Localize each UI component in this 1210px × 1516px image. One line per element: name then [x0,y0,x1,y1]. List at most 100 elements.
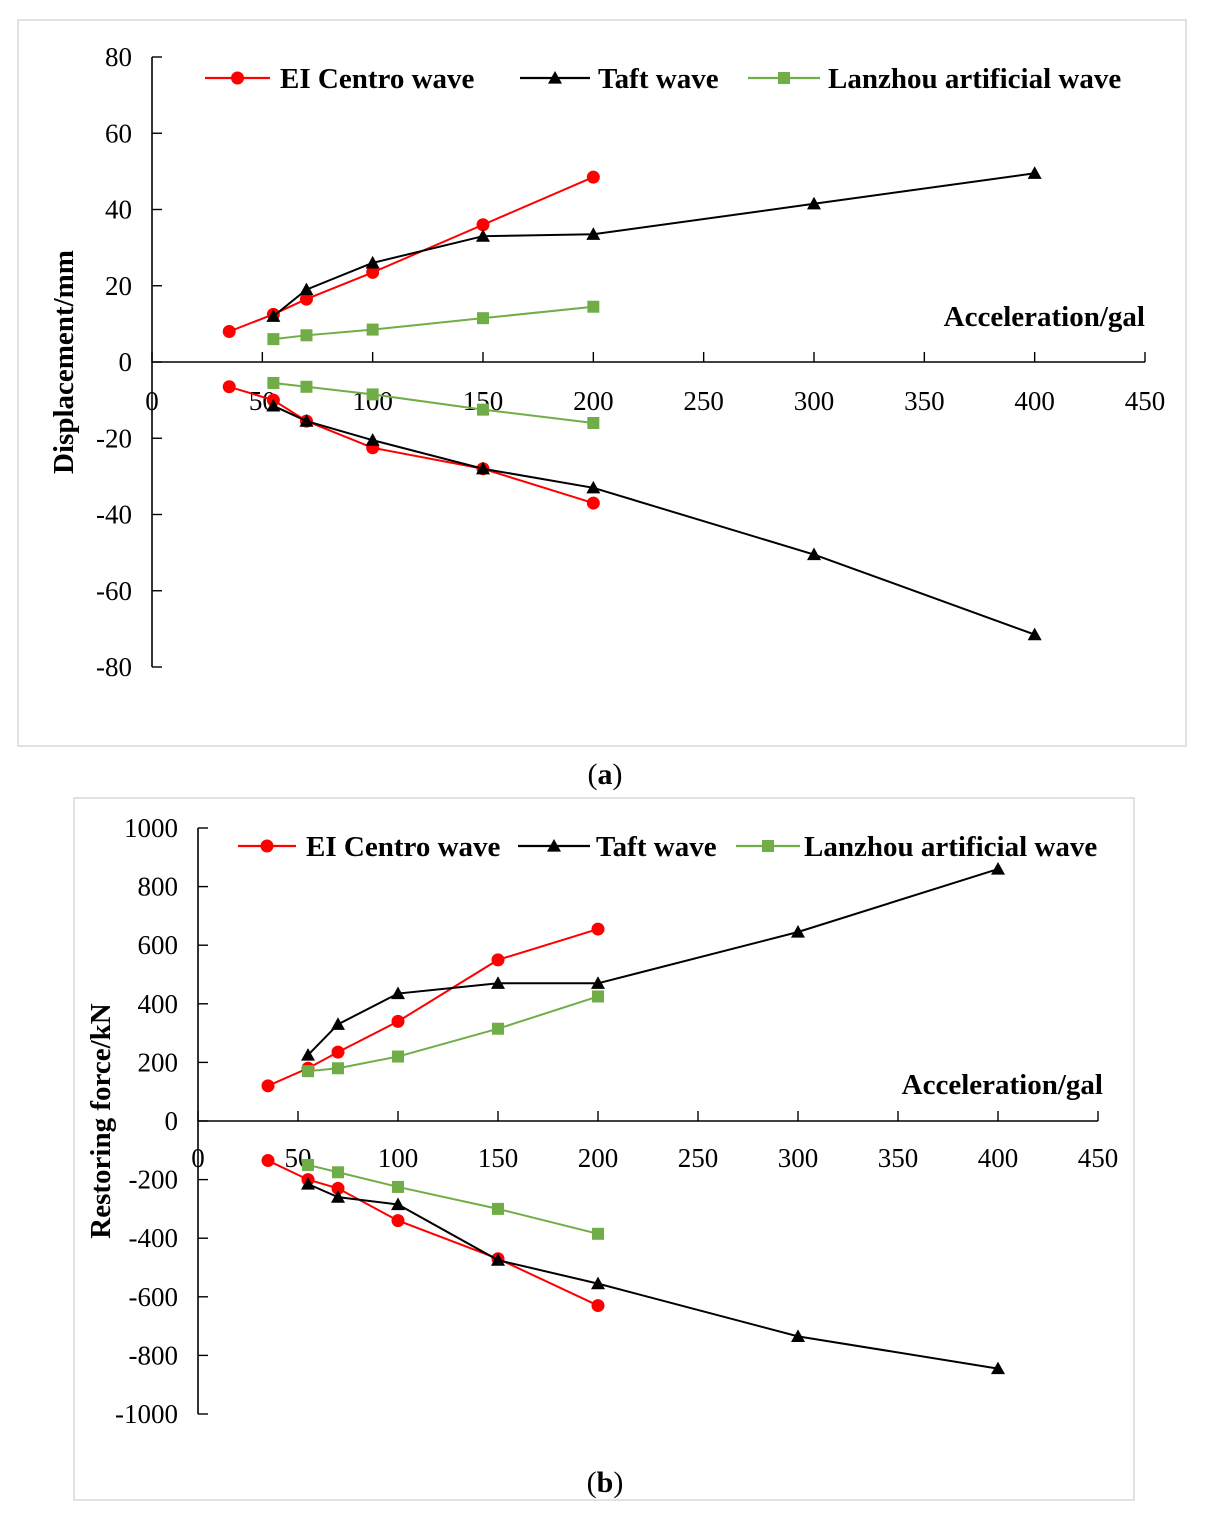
data-point [477,403,489,416]
data-point [591,1276,605,1290]
data-point [492,1202,504,1215]
data-point [261,1154,275,1168]
data-point [299,282,314,296]
series-taft-wave [266,398,1042,641]
x-tick-label: 450 [1078,1143,1119,1173]
data-point [222,380,236,394]
series-lanzhou-artificial-wave [267,376,600,429]
series-line [267,928,599,1087]
data-point [392,1180,404,1193]
legend-label: Lanzhou artificial wave [828,63,1121,95]
x-tick-label: 300 [778,1143,819,1173]
x-tick-label: 400 [1014,386,1055,416]
series-taft-wave [266,166,1042,322]
data-point [267,376,280,389]
data-point [586,496,600,510]
data-point [222,325,236,338]
data-point [391,1014,405,1028]
data-point [477,312,489,325]
y-tick-label: -40 [96,500,132,530]
data-point [476,461,490,475]
y-axis-title: Displacement/mm [48,250,80,474]
data-point [476,229,490,242]
x-tick-label: 100 [378,1143,419,1173]
data-point [266,309,281,322]
caption-b-letter: b [596,1466,614,1499]
y-tick-label: -800 [129,1340,179,1370]
data-point [331,1017,345,1030]
y-tick-label: -80 [96,652,132,682]
x-tick-label: 250 [678,1143,719,1173]
y-tick-label: 20 [105,271,132,301]
data-point [591,1299,605,1313]
data-point [299,414,314,427]
data-point [1027,166,1042,179]
data-point [492,1022,504,1035]
data-point [332,1062,344,1075]
legend-label: Lanzhou artificial wave [804,831,1097,863]
data-point [391,986,405,1000]
legend-marker [762,840,774,852]
y-tick-label: -60 [96,576,132,606]
data-point [332,1166,344,1179]
chart-frame [17,19,1187,747]
y-tick-label: 0 [165,1106,179,1136]
caption-b: (b) [586,1466,624,1499]
data-point [301,1176,315,1190]
caption-a-letter: a [597,758,613,791]
x-tick-label: 0 [145,386,159,416]
data-point [366,265,380,279]
chart-panel-b: -1000 -800 -600 -400 -200 0 200 400 600 800 1000 0 5… [0,790,1210,1516]
data-point [391,1197,405,1211]
data-point [366,323,379,336]
data-point [267,333,280,346]
series-taft-wave [301,1176,1005,1375]
series-line [228,176,594,333]
data-point [491,1253,505,1266]
legend-marker [548,71,562,84]
chart-frame [73,797,1135,1501]
data-point [331,1045,345,1059]
y-tick-label: -200 [129,1165,179,1195]
data-point [301,1048,315,1061]
data-point [300,380,313,393]
data-point [991,1361,1005,1375]
data-point [591,922,605,936]
y-axis-title: Restoring force/kN [85,1003,117,1238]
data-point [807,196,821,210]
data-point [587,417,600,429]
y-tick-label: 600 [138,930,179,960]
x-axis-title: Acceleration/gal [944,301,1145,333]
x-tick-label: 250 [683,386,724,416]
data-point [1027,627,1042,641]
data-point [300,329,313,342]
y-tick-label: 60 [105,118,132,148]
caption-a: (a) [587,758,623,791]
legend-item: Taft wave [518,831,717,863]
x-tick-label: 350 [904,386,945,416]
data-point [586,170,600,184]
legend-label: EI Centro wave [306,831,501,863]
series-line [267,1159,599,1307]
series-line [228,385,594,505]
data-point [302,1158,314,1171]
data-point [391,1214,405,1228]
legend-marker [231,71,244,85]
data-point [302,1065,314,1078]
x-tick-label: 200 [573,386,614,416]
data-point [807,547,821,561]
data-point [491,953,505,967]
series-taft-wave [301,862,1005,1061]
legend-marker [778,72,790,84]
data-point [365,433,380,446]
data-point [476,218,490,232]
series-lanzhou-artificial-wave [267,300,600,346]
y-tick-label: -1000 [115,1399,178,1429]
x-tick-label: 150 [478,1143,519,1173]
y-tick-label: 800 [138,872,179,902]
series-ei-centro-wave [222,170,600,338]
data-point [592,990,604,1003]
legend-marker [260,839,274,853]
